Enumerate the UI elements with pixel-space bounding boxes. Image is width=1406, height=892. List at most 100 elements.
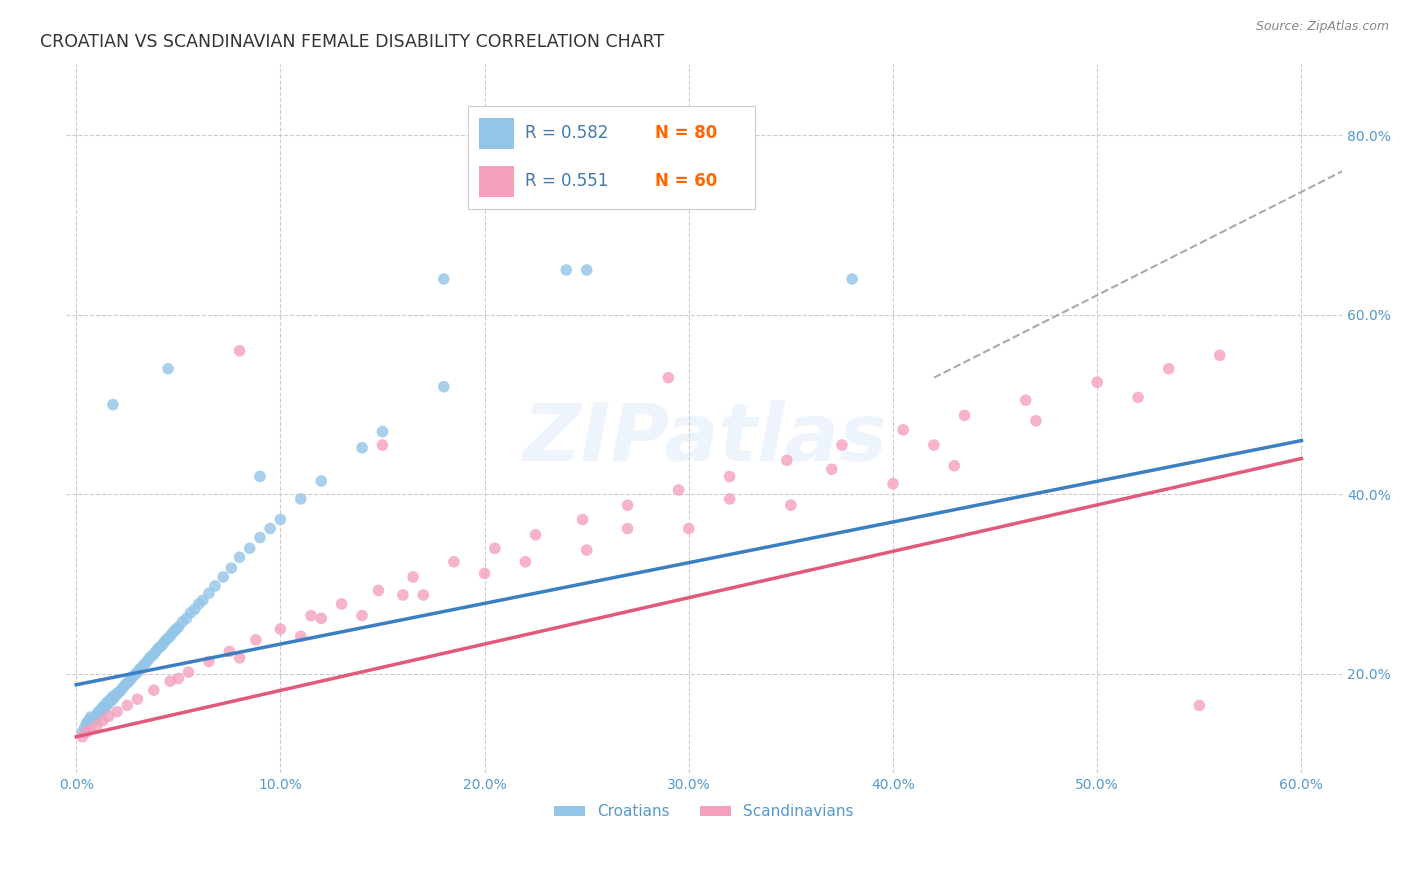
- Point: [91, 714, 114, 728]
- Point: [86, 707, 108, 722]
- Point: [105, 705, 128, 719]
- Legend: Croatians, Scandinavians: Croatians, Scandinavians: [548, 798, 860, 825]
- Point: [101, 692, 124, 706]
- Point: [1025, 414, 1047, 428]
- Point: [204, 579, 226, 593]
- Point: [94, 698, 117, 713]
- Point: [575, 263, 598, 277]
- Point: [367, 583, 389, 598]
- Point: [718, 491, 741, 506]
- Point: [75, 725, 97, 739]
- Point: [668, 483, 690, 497]
- Point: [228, 650, 250, 665]
- Point: [259, 522, 281, 536]
- Point: [245, 632, 267, 647]
- Point: [100, 694, 122, 708]
- Point: [86, 719, 108, 733]
- Point: [97, 696, 120, 710]
- Point: [110, 683, 132, 698]
- Point: [87, 705, 110, 719]
- Point: [657, 370, 679, 384]
- Point: [290, 629, 312, 643]
- Point: [616, 498, 638, 512]
- Point: [97, 709, 120, 723]
- Point: [72, 730, 94, 744]
- Point: [953, 409, 976, 423]
- Point: [153, 635, 176, 649]
- Point: [104, 690, 127, 704]
- Point: [831, 438, 853, 452]
- Point: [138, 650, 160, 665]
- Point: [198, 654, 221, 668]
- Point: [249, 531, 271, 545]
- Point: [94, 701, 117, 715]
- Point: [73, 721, 96, 735]
- Point: [1209, 348, 1232, 362]
- Point: [91, 703, 114, 717]
- Point: [269, 622, 291, 636]
- Point: [249, 469, 271, 483]
- Point: [83, 714, 105, 728]
- Point: [180, 606, 202, 620]
- Point: [571, 512, 593, 526]
- Point: [371, 425, 394, 439]
- Point: [290, 491, 312, 506]
- Point: [114, 678, 136, 692]
- Point: [101, 690, 124, 704]
- Point: [239, 541, 262, 556]
- Point: [943, 458, 966, 473]
- Point: [108, 685, 131, 699]
- Point: [149, 640, 172, 654]
- Point: [299, 608, 322, 623]
- Point: [183, 602, 205, 616]
- Point: [157, 361, 180, 376]
- Point: [309, 611, 332, 625]
- Point: [82, 712, 104, 726]
- Point: [131, 661, 153, 675]
- Point: [167, 620, 190, 634]
- Point: [97, 694, 120, 708]
- Point: [124, 667, 146, 681]
- Point: [136, 653, 159, 667]
- Point: [79, 710, 101, 724]
- Point: [159, 629, 181, 643]
- Point: [160, 626, 183, 640]
- Point: [269, 512, 291, 526]
- Point: [678, 522, 700, 536]
- Point: [1085, 375, 1108, 389]
- Point: [821, 462, 844, 476]
- Point: [101, 398, 124, 412]
- Point: [105, 687, 128, 701]
- Point: [90, 703, 112, 717]
- Point: [142, 647, 165, 661]
- Point: [221, 561, 243, 575]
- Point: [100, 692, 122, 706]
- Point: [1015, 393, 1038, 408]
- Point: [882, 476, 904, 491]
- Point: [141, 648, 163, 663]
- Point: [96, 698, 118, 713]
- Point: [167, 672, 190, 686]
- Point: [212, 570, 235, 584]
- Point: [352, 608, 374, 623]
- Point: [87, 707, 110, 722]
- Point: [112, 681, 135, 695]
- Point: [555, 263, 578, 277]
- Point: [575, 543, 598, 558]
- Point: [371, 438, 394, 452]
- Point: [402, 570, 425, 584]
- Point: [1126, 391, 1149, 405]
- Point: [91, 700, 114, 714]
- Point: [77, 714, 100, 728]
- Point: [1157, 361, 1180, 376]
- Point: [90, 705, 112, 719]
- Point: [330, 597, 353, 611]
- Point: [128, 663, 150, 677]
- Text: Source: ZipAtlas.com: Source: ZipAtlas.com: [1256, 20, 1389, 33]
- Point: [135, 657, 157, 671]
- Point: [718, 469, 741, 483]
- Point: [177, 665, 200, 680]
- Point: [79, 712, 101, 726]
- Point: [922, 438, 945, 452]
- Point: [309, 474, 332, 488]
